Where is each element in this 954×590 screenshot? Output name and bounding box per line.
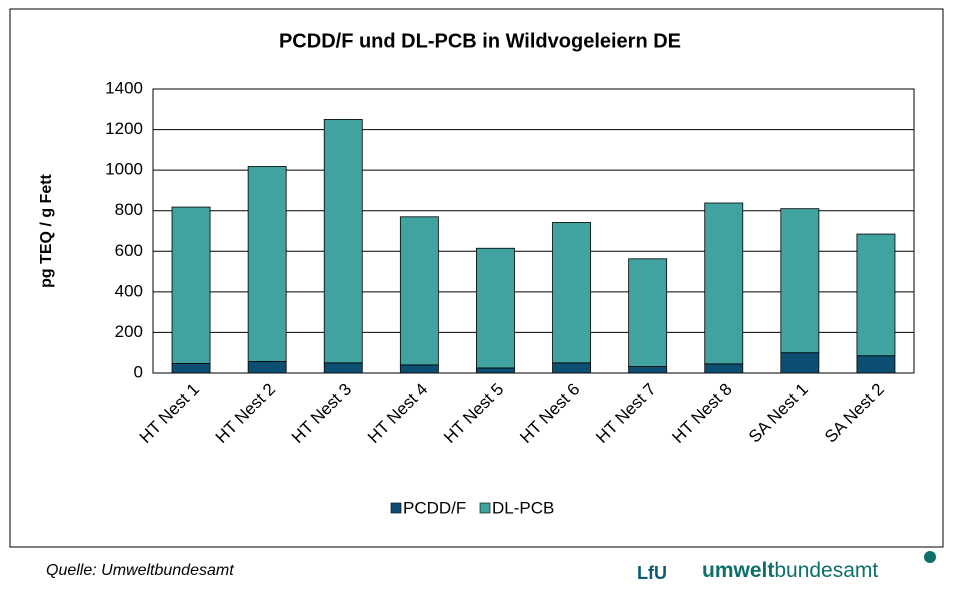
- legend-swatch: [390, 502, 402, 514]
- chart-title: PCDD/F und DL-PCB in Wildvogeleiern DE: [279, 30, 681, 52]
- bar: [323, 362, 363, 374]
- y-tick-label: 1200: [105, 119, 143, 138]
- y-axis-label: pg TEQ / g Fett: [38, 173, 55, 287]
- logo-lfu: LfU: [637, 563, 667, 583]
- y-tick-label: 800: [115, 200, 143, 219]
- bar: [476, 247, 515, 369]
- bar: [628, 258, 668, 367]
- y-tick-label: 400: [115, 281, 143, 300]
- logo-uba-light: bundesamt: [774, 559, 878, 582]
- bar: [399, 364, 439, 374]
- bar: [856, 355, 896, 374]
- y-tick-label: 0: [134, 362, 143, 381]
- logo-dot: [924, 551, 936, 563]
- y-tick-label: 600: [115, 241, 143, 260]
- bar: [552, 362, 591, 374]
- bar: [704, 202, 744, 365]
- legend-swatch: [479, 502, 491, 514]
- bar: [856, 233, 896, 357]
- bar: [247, 361, 287, 374]
- bar: [780, 208, 820, 354]
- bar: [552, 222, 591, 364]
- source: Quelle: Umweltbundesamt: [46, 562, 234, 579]
- legend-label: PCDD/F: [403, 498, 466, 517]
- bar: [171, 363, 211, 374]
- bar: [704, 363, 744, 374]
- bar: [399, 216, 439, 366]
- y-tick-label: 1000: [105, 160, 143, 179]
- bar: [171, 206, 211, 364]
- logo-uba: umweltbundesamt: [702, 559, 878, 582]
- bar: [476, 367, 515, 374]
- bar: [780, 352, 820, 374]
- bar: [247, 166, 287, 362]
- bar: [628, 366, 668, 374]
- logo-uba-bold: umwelt: [702, 559, 774, 582]
- legend-label: DL-PCB: [492, 498, 554, 517]
- y-tick-label: 1400: [105, 78, 143, 97]
- bar: [323, 119, 363, 364]
- y-tick-label: 200: [115, 322, 143, 341]
